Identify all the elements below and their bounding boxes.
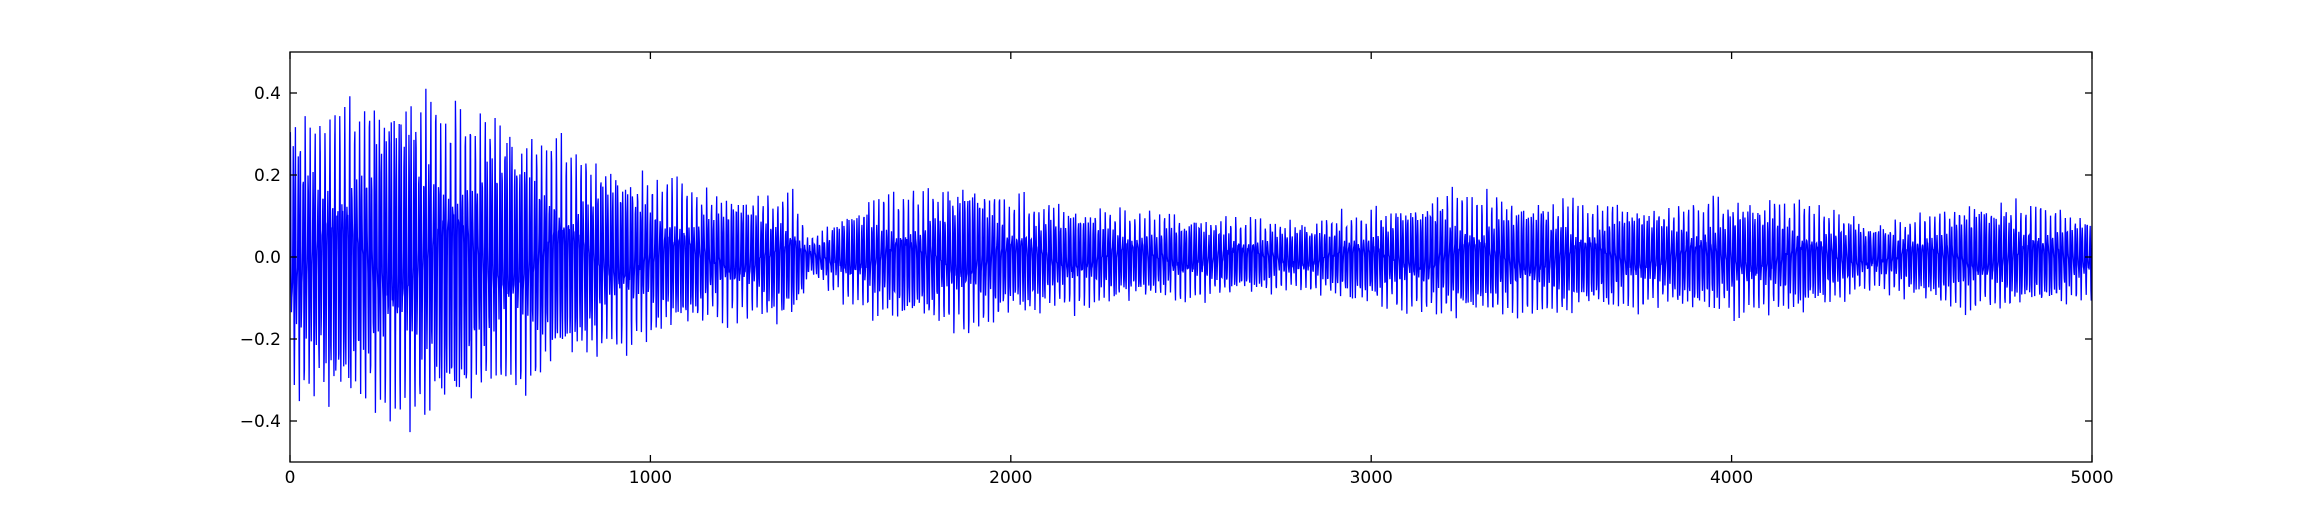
x-tick-label: 0 [285,468,296,488]
x-tick-label: 1000 [629,468,672,488]
axes: 0 1000 2000 3000 4000 5000 0.4 0.2 0.0 −0.2 −0.4 [240,51,2114,488]
x-tick-label: 2000 [989,468,1032,488]
y-tick-label: −0.4 [240,412,281,432]
y-tick-label: −0.2 [240,330,281,350]
plot-area [290,88,2092,433]
y-tick-label: 0.2 [254,166,281,186]
x-tick-label: 3000 [1350,468,1393,488]
series-line [290,88,2092,433]
y-tick-label: 0.4 [254,84,281,104]
x-tick-label: 4000 [1710,468,1753,488]
y-tick-label: 0.0 [254,248,281,268]
x-tick-label: 5000 [2070,468,2113,488]
